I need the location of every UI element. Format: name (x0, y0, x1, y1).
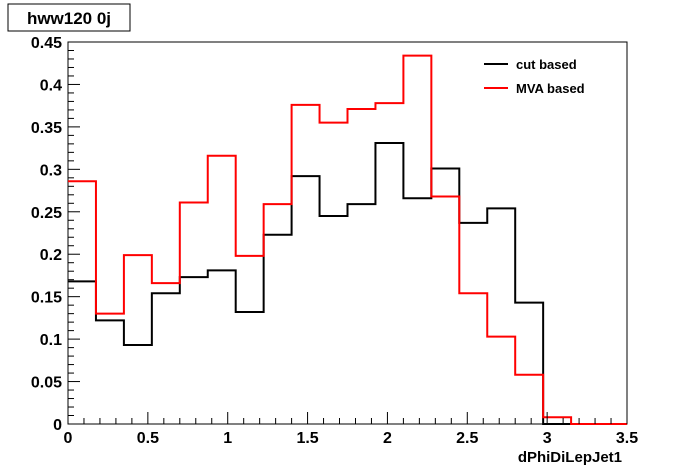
chart-title: hww120 0j (27, 9, 111, 28)
y-tick-label: 0.25 (31, 205, 62, 222)
x-tick-label: 0.5 (137, 430, 159, 447)
y-tick-label: 0.05 (31, 375, 62, 392)
legend: cut based MVA based (484, 57, 585, 96)
series-line-cut-based (68, 142, 627, 425)
x-tick-label: 1.5 (296, 430, 318, 447)
y-tick-label: 0.1 (40, 332, 62, 349)
x-tick-label: 3.5 (616, 430, 638, 447)
series-layer (68, 54, 627, 425)
y-tick-label: 0.2 (40, 247, 62, 264)
x-axis-title: dPhiDiLepJet1 (518, 449, 622, 466)
chart-title-box: hww120 0j (7, 3, 131, 32)
legend-label-mva-based: MVA based (516, 81, 585, 96)
x-tick-label: 0 (64, 430, 73, 447)
y-tick-label: 0 (53, 417, 62, 434)
x-tick-label: 3 (543, 430, 552, 447)
axes-layer: 0 0.05 0.1 0.15 0.2 0.25 0.3 0.35 0.4 0.45 0 0.5 1 1.… (31, 35, 638, 447)
y-tick-label: 0.4 (40, 77, 62, 94)
series-line-mva-based (68, 54, 627, 425)
plot-frame (67, 41, 628, 425)
x-tick-label: 2 (383, 430, 392, 447)
x-tick-label: 2.5 (456, 430, 478, 447)
title-frame (7, 3, 131, 32)
y-tick-label: 0.15 (31, 290, 62, 307)
y-tick-label: 0.3 (40, 162, 62, 179)
legend-label-cut-based: cut based (516, 57, 577, 72)
x-tick-label: 1 (223, 430, 232, 447)
y-tick-label: 0.35 (31, 120, 62, 137)
y-tick-label: 0.45 (31, 35, 62, 52)
